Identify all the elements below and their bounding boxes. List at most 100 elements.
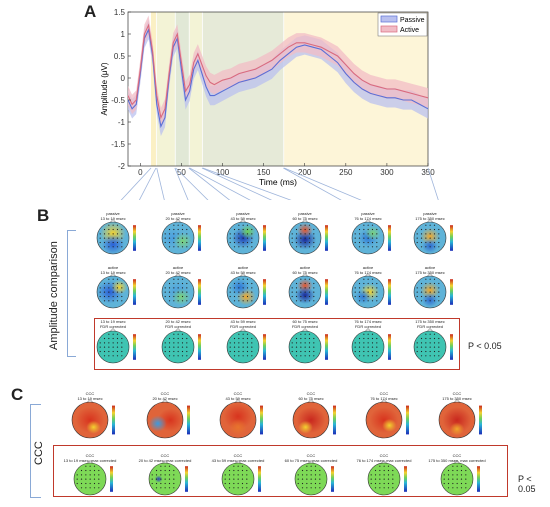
passive-title-0: passive 13 to 19 msec — [100, 211, 126, 221]
x-tick-label-2: 100 — [216, 168, 230, 177]
connector-right-2 — [188, 167, 231, 200]
panel-b-p-label: P < 0.05 — [468, 341, 502, 351]
active-topomap-0 — [96, 273, 136, 309]
y-tick-label-1: -1.5 — [111, 140, 125, 149]
panel-c-letter: C — [11, 385, 24, 404]
legend-label-active: Active — [400, 27, 419, 34]
connector-right-4 — [283, 167, 342, 200]
fdr-topomap-4 — [351, 328, 391, 364]
panel-c-max-box — [53, 445, 508, 497]
max-corrected-topomap-0 — [73, 460, 113, 496]
passive-title-2: passive 43 to 59 msec — [230, 211, 256, 221]
connector-left-1 — [156, 167, 165, 200]
x-tick-label-1: 50 — [177, 168, 186, 177]
connector-left-0 — [120, 167, 152, 200]
active-topomap-4 — [351, 273, 391, 309]
active-topomap-3 — [288, 273, 328, 309]
panel-b-side-label: Amplitude comparison — [48, 241, 60, 350]
max-corrected-topomap-3 — [294, 460, 334, 496]
panel-b-fdr-box — [94, 318, 460, 370]
y-tick-label-5: 0.5 — [114, 52, 126, 61]
ccc-topomap-2 — [219, 399, 263, 439]
max-corrected-topomap-4 — [367, 460, 407, 496]
ccc-topomap-1 — [146, 399, 190, 439]
passive-title-5: passive 175 to 350 msec — [415, 211, 445, 221]
panel-a-letter: A — [84, 2, 97, 21]
ccc-title-0: CCC 13 to 19 msec — [77, 391, 103, 401]
max-corrected-topomap-1 — [148, 460, 188, 496]
x-tick-label-7: 350 — [421, 168, 435, 177]
time-window-0 — [151, 12, 156, 166]
max-corrected-topomap-2 — [221, 460, 261, 496]
fdr-topomap-5 — [413, 328, 453, 364]
fdr-topomap-3 — [288, 328, 328, 364]
max-corrected-title-4: CCC 76 to 174 msec, max corrected — [356, 453, 412, 463]
passive-topomap-5 — [413, 219, 453, 255]
panel-c-bracket — [30, 404, 41, 498]
connector-right-0 — [138, 167, 157, 200]
connector-right-1 — [174, 167, 189, 200]
active-title-2: active 43 to 59 msec — [230, 265, 256, 275]
ccc-topomap-0 — [71, 399, 115, 439]
max-corrected-title-0: CCC 13 to 19 msec, max corrected — [63, 453, 117, 463]
panel-c-p-label: P < 0.05 — [518, 474, 536, 494]
active-topomap-1 — [161, 273, 201, 309]
connector-left-3 — [189, 167, 251, 200]
fdr-title-1: 20 to 42 msec FDR corrected — [164, 319, 191, 329]
connector-right-3 — [201, 167, 273, 200]
passive-topomap-2 — [226, 219, 266, 255]
max-corrected-title-3: CCC 60 to 75 msec, max corrected — [284, 453, 338, 463]
x-axis-label: Time (ms) — [259, 177, 297, 187]
max-corrected-topomap-5 — [440, 460, 480, 496]
x-tick-label-4: 200 — [298, 168, 312, 177]
passive-topomap-1 — [161, 219, 201, 255]
ccc-title-2: CCC 43 to 59 msec — [225, 391, 251, 401]
erp-line-chart: 0 50 100 150 200 250 300 350 -2 -1.5 -1 -0.5 0 0.5 1 1.… — [100, 8, 439, 200]
max-corrected-title-2: CCC 43 to 59 msec, max corrected — [211, 453, 265, 463]
legend-label-passive: Passive — [400, 17, 425, 24]
passive-title-3: passive 60 to 75 msec — [292, 211, 318, 221]
passive-title-4: passive 76 to 174 msec — [354, 211, 382, 221]
panel-b-letter: B — [37, 206, 50, 225]
legend-swatch-active — [380, 25, 398, 33]
max-corrected-title-5: CCC 175 to 350 msec, max corrected — [428, 453, 486, 463]
connector-left-4 — [202, 167, 292, 200]
ccc-title-1: CCC 20 to 42 msec — [152, 391, 178, 401]
time-window-1 — [156, 12, 175, 166]
panel-b-bracket — [67, 230, 76, 357]
y-tick-label-0: -2 — [118, 162, 126, 171]
fdr-title-2: 43 to 59 msec FDR corrected — [229, 319, 256, 329]
active-title-1: active 20 to 42 msec — [165, 265, 191, 275]
line-active — [127, 23, 429, 120]
x-tick-label-3: 150 — [257, 168, 271, 177]
connector-left-5 — [284, 167, 362, 200]
active-title-3: active 60 to 75 msec — [292, 265, 318, 275]
fdr-title-3: 60 to 75 msec FDR corrected — [291, 319, 318, 329]
active-topomap-2 — [226, 273, 266, 309]
y-axis-label: Amplitude (μV) — [100, 62, 109, 115]
y-tick-label-2: -1 — [118, 118, 126, 127]
passive-topomap-0 — [96, 219, 136, 255]
panel-c-side-label: CCC — [33, 441, 45, 465]
y-tick-label-6: 1 — [121, 30, 126, 39]
legend-swatch-passive — [380, 15, 398, 23]
ccc-title-4: CCC 76 to 174 msec — [370, 391, 398, 401]
passive-title-1: passive 20 to 42 msec — [165, 211, 191, 221]
y-tick-label-7: 1.5 — [114, 8, 126, 17]
x-tick-label-0: 0 — [138, 168, 143, 177]
x-tick-label-6: 300 — [380, 168, 394, 177]
y-tick-label-3: -0.5 — [111, 96, 125, 105]
x-tick-label-5: 250 — [339, 168, 353, 177]
passive-topomap-4 — [351, 219, 391, 255]
ccc-topomap-5 — [438, 399, 482, 439]
y-tick-label-4: 0 — [121, 74, 126, 83]
passive-topomap-3 — [288, 219, 328, 255]
active-title-5: active 175 to 350 msec — [415, 265, 445, 275]
fdr-topomap-1 — [161, 328, 201, 364]
fdr-topomap-0 — [96, 328, 136, 364]
ccc-title-5: CCC 175 to 350 msec — [442, 391, 472, 401]
connector-left-2 — [175, 167, 209, 200]
active-topomap-5 — [413, 273, 453, 309]
max-corrected-title-1: CCC 20 to 42 msec, max corrected — [138, 453, 192, 463]
line-passive — [127, 27, 429, 129]
